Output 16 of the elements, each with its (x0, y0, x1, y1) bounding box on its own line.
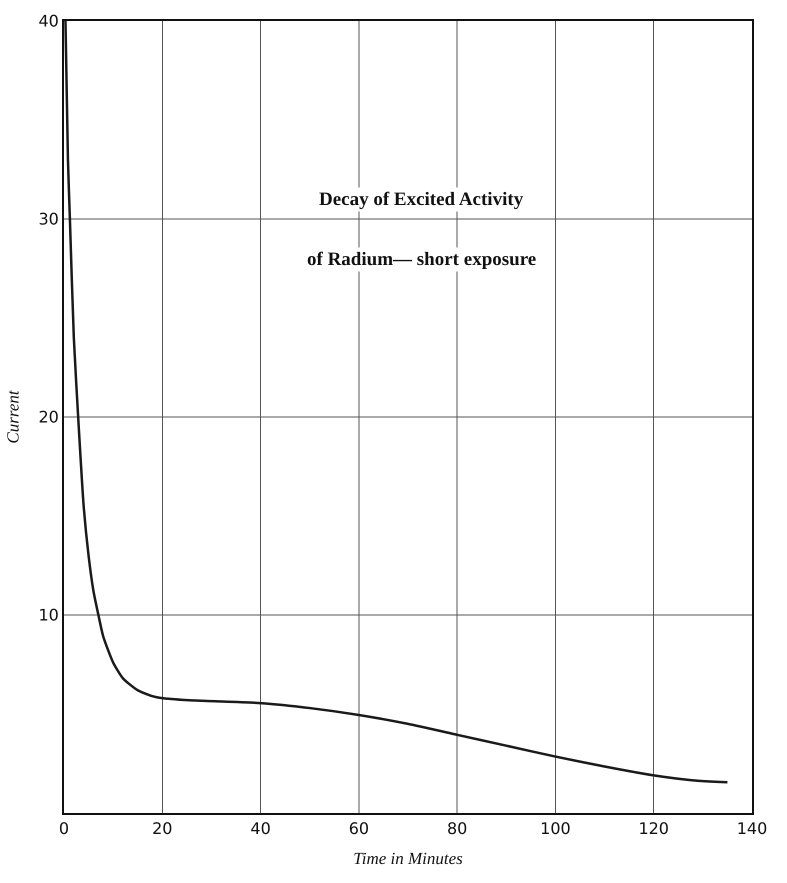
x-tick-label: 100 (540, 819, 571, 838)
y-tick-label: 40 (38, 12, 59, 31)
x-tick-label: 20 (152, 819, 172, 838)
y-axis-title: Current (3, 389, 22, 444)
y-tick-label: 20 (38, 408, 59, 427)
x-axis-title: Time in Minutes (353, 849, 464, 868)
annotation: Decay of Excited Activity (319, 189, 524, 210)
x-tick-label: 120 (638, 819, 669, 838)
y-tick-label: 10 (38, 606, 59, 625)
x-tick-label: 60 (348, 819, 370, 838)
x-tick-label: 140 (736, 819, 768, 838)
annotation: of Radium— short exposure (307, 249, 536, 270)
x-tick-label: 40 (250, 819, 271, 838)
x-tick-label: 80 (446, 819, 468, 838)
x-tick-label: 0 (58, 819, 70, 838)
y-tick-label: 30 (38, 210, 59, 229)
